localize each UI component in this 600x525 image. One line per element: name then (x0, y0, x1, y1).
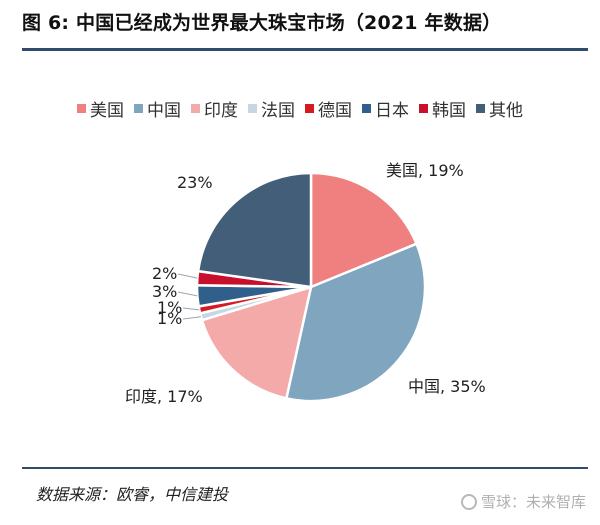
data-label: 美国, 19% (386, 161, 464, 180)
data-label: 2% (152, 264, 177, 283)
legend-swatch (419, 104, 428, 113)
chart-legend: 美国 中国 印度 法国 德国 日本 韩国 其他 (0, 96, 600, 121)
legend-label: 德国 (318, 101, 352, 121)
data-label: 1% (157, 309, 182, 328)
watermark: 雪球：未来智库 (460, 491, 586, 512)
legend-label: 韩国 (432, 101, 466, 121)
leader-line (177, 291, 198, 297)
legend-label: 法国 (261, 101, 295, 121)
pie-data-labels: 美国, 19%中国, 35%印度, 17%1%1%3%2%23% (125, 161, 486, 406)
legend-label: 日本 (375, 101, 409, 121)
source-note: 数据来源：欧睿，中信建投 (36, 485, 229, 504)
leader-line (182, 316, 202, 320)
legend-item: 法国 (248, 96, 295, 121)
pie-leader-lines (177, 273, 202, 320)
legend-label: 中国 (147, 101, 181, 121)
pie-slice (200, 285, 313, 400)
pie-slice (309, 171, 419, 289)
legend-label: 其他 (489, 101, 523, 121)
data-label: 印度, 17% (125, 387, 203, 406)
legend-item: 韩国 (419, 96, 466, 121)
data-label: 3% (152, 282, 177, 301)
legend-swatch (305, 104, 314, 113)
footer-rule (22, 467, 588, 469)
legend-item: 德国 (305, 96, 352, 121)
legend-label: 美国 (90, 101, 124, 121)
legend-swatch (77, 104, 86, 113)
data-label: 1% (157, 298, 182, 317)
title-rule (22, 48, 588, 51)
legend-item: 日本 (362, 96, 409, 121)
leader-line (182, 307, 200, 311)
figure-title: 图 6: 中国已经成为世界最大珠宝市场（2021 年数据） (22, 12, 502, 34)
legend-swatch (191, 104, 200, 113)
pie-slice (284, 242, 427, 403)
data-label: 23% (177, 173, 213, 192)
pie-slice (196, 171, 313, 289)
legend-item: 中国 (134, 96, 181, 121)
legend-swatch (476, 104, 485, 113)
leader-line (177, 273, 198, 279)
legend-label: 印度 (204, 101, 238, 121)
pie-slices (195, 171, 427, 403)
legend-item: 其他 (476, 96, 523, 121)
legend-item: 印度 (191, 96, 238, 121)
legend-swatch (248, 104, 257, 113)
snowball-logo-icon (460, 493, 477, 510)
legend-item: 美国 (77, 96, 124, 121)
legend-swatch (134, 104, 143, 113)
watermark-text: 雪球：未来智库 (480, 493, 586, 511)
legend-swatch (362, 104, 371, 113)
data-label: 中国, 35% (408, 377, 486, 396)
